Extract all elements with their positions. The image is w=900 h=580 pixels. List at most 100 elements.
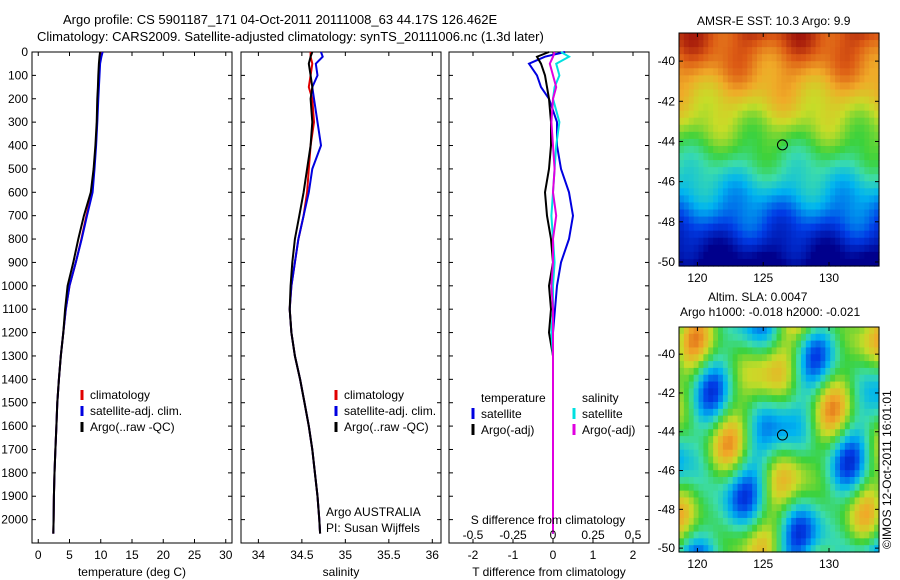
map-cell [761, 531, 768, 539]
map-cell [830, 490, 836, 499]
map-cell [830, 124, 836, 133]
map-cell [825, 103, 831, 112]
map-cell [844, 545, 851, 553]
map-cell [800, 160, 807, 168]
map-cell [732, 408, 739, 417]
map-cell [864, 504, 870, 512]
map-cell [835, 361, 841, 369]
map-cell [810, 68, 817, 76]
map-cell [703, 388, 709, 396]
map-cell [713, 40, 719, 48]
map-cell [869, 153, 875, 161]
map-cell [869, 131, 875, 140]
map-cell [781, 470, 787, 478]
map-cell [737, 188, 744, 196]
map-cell [849, 524, 856, 533]
map-cell [776, 395, 783, 403]
map-cell [791, 538, 797, 546]
map-cell [679, 131, 685, 140]
map-cell [693, 504, 700, 512]
map-cell [859, 188, 865, 196]
series-line-temp-1 [52, 51, 104, 534]
map-cell [688, 545, 695, 553]
map-cell [796, 333, 802, 342]
map-cell [835, 395, 841, 403]
map-cell [815, 244, 822, 253]
map-cell [718, 374, 724, 383]
legend-label-sal: satellite-adj. clim. [344, 404, 436, 418]
map-cell [732, 402, 739, 410]
map-cell [781, 354, 787, 362]
map-cell [722, 402, 729, 410]
map-cell [742, 160, 748, 168]
map-cell [771, 61, 778, 69]
map-cell [786, 195, 792, 204]
map-cell [703, 333, 709, 342]
map-cell [830, 174, 836, 182]
map-cell [761, 402, 768, 410]
map-cell [776, 167, 783, 175]
map-cell [727, 511, 734, 519]
map-cell [869, 188, 875, 196]
map-cell [747, 160, 753, 168]
map-cell [830, 422, 836, 430]
map-cell [810, 117, 817, 126]
map-cell [786, 354, 792, 362]
map-cell [737, 202, 744, 211]
map-cell [810, 110, 817, 119]
map-cell [796, 361, 802, 369]
map-cell [869, 61, 875, 69]
map-cell [727, 490, 734, 499]
map-cell [854, 251, 861, 260]
map-cell [810, 202, 817, 211]
map-cell [718, 89, 724, 98]
map-cell [722, 436, 729, 444]
map-cell [805, 153, 812, 161]
map-cell [825, 333, 831, 342]
map-cell [679, 545, 685, 553]
map-cell [839, 531, 846, 539]
map-cell [859, 251, 865, 260]
map-cell [757, 216, 763, 225]
map-cell [732, 490, 739, 499]
map-cell [839, 456, 846, 464]
map-cell [859, 110, 865, 119]
map-cell [742, 40, 748, 48]
map-cell [810, 408, 817, 417]
map-cell [752, 82, 758, 91]
map-cell [859, 117, 865, 126]
map-cell [864, 436, 870, 444]
map-cell [805, 347, 812, 355]
map-cell [742, 195, 748, 204]
map-cell [791, 47, 797, 55]
map-cell [761, 258, 768, 267]
map-cell [844, 96, 851, 105]
map-cell [727, 456, 734, 464]
map-cell [683, 174, 690, 182]
map-cell [718, 202, 724, 211]
map-cell [800, 110, 807, 119]
map-cell [805, 103, 812, 112]
map-cell [805, 374, 812, 383]
map-cell [747, 354, 753, 362]
sst-map-title: AMSR-E SST: 10.3 Argo: 9.9 [697, 14, 851, 28]
map-cell [825, 442, 831, 451]
map-cell [727, 181, 734, 189]
map-cell [815, 181, 822, 189]
map-cell [752, 230, 758, 239]
map-cell [693, 188, 700, 196]
map-cell [854, 367, 861, 376]
map-cell [874, 497, 880, 505]
map-cell [781, 230, 787, 239]
map-cell [771, 167, 778, 175]
map-cell [752, 429, 758, 437]
map-cell [776, 402, 783, 410]
map-cell [859, 103, 865, 112]
map-cell [718, 449, 724, 458]
map-cell [718, 160, 724, 168]
map-cell [854, 395, 861, 403]
map-cell [830, 374, 836, 383]
map-cell [683, 490, 690, 499]
map-cell [776, 223, 783, 232]
map-cell [737, 33, 744, 41]
